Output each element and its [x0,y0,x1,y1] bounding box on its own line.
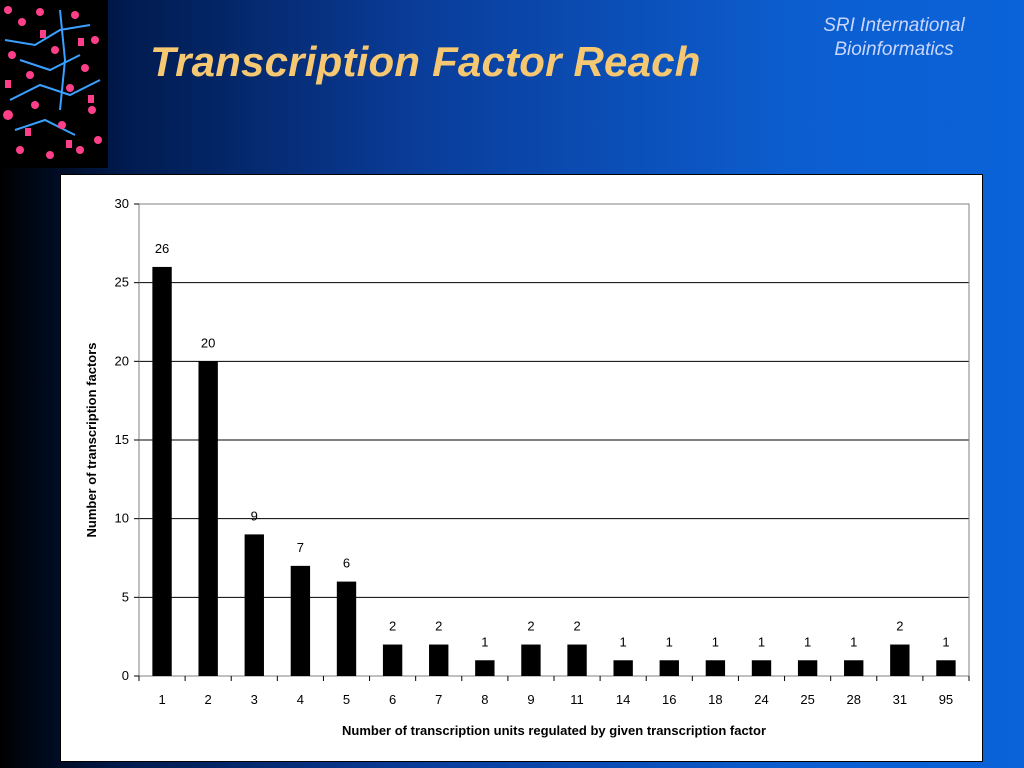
bar [797,660,818,676]
bar [521,644,541,676]
bar [475,660,495,676]
y-tick-label: 25 [115,275,129,290]
bar-value-label: 2 [573,619,580,634]
bar [844,660,864,676]
bar-value-label: 1 [481,634,488,649]
bar-value-label: 1 [620,634,627,649]
pathway-diagram-logo [0,0,108,168]
y-tick-label: 5 [122,589,129,604]
bar-value-label: 1 [666,634,673,649]
organization-division: Bioinformatics [834,39,954,60]
bar-value-label: 7 [297,540,304,555]
bar [936,660,956,676]
slide-title: Transcription Factor Reach [150,38,701,85]
y-tick-label: 10 [115,511,129,526]
bar-value-label: 1 [758,634,765,649]
y-tick-label: 30 [115,196,129,211]
pathway-diagram-icon [3,6,102,159]
bar-value-label: 1 [804,634,811,649]
x-tick-label: 95 [939,692,953,707]
x-tick-label: 18 [708,692,722,707]
bar [198,361,218,676]
x-tick-label: 4 [297,692,304,707]
bar-value-label: 2 [389,619,396,634]
bar [152,266,172,676]
x-tick-label: 2 [205,692,212,707]
bar [382,644,403,676]
bar [890,644,910,676]
bar-value-label: 2 [896,619,903,634]
bar-value-label: 9 [251,508,258,523]
y-axis-ticks: 0 5 10 15 20 25 30 [115,196,139,683]
bar [613,660,633,676]
bar-value-label: 20 [201,335,215,350]
x-tick-label: 25 [800,692,814,707]
bar-value-label: 1 [850,634,857,649]
bar [705,660,726,676]
bar-value-label: 2 [527,619,534,634]
x-tick-label: 9 [527,692,534,707]
x-tick-label: 5 [343,692,350,707]
organization-credit: SRI International Bioinformatics [794,14,994,62]
bar-value-label: 2 [435,619,442,634]
bar [336,581,357,676]
y-tick-label: 0 [122,668,129,683]
bar-value-label: 6 [343,556,350,571]
x-tick-label: 14 [616,692,630,707]
bar [567,644,587,676]
x-tick-label: 8 [481,692,488,707]
y-axis-title: Number of transcription factors [84,342,99,537]
bar-value-label: 1 [942,634,949,649]
bar [244,534,264,676]
x-axis-ticks: 1 2 3 4 5 6 7 8 9 11 14 16 18 24 25 28 31 95 [138,676,970,707]
x-tick-label: 31 [893,692,907,707]
x-axis-title: Number of transcription units regulated … [342,723,766,738]
y-tick-label: 15 [115,432,129,447]
bar-value-label: 26 [155,241,169,256]
bar [659,660,679,676]
x-tick-label: 1 [158,692,165,707]
x-tick-label: 3 [251,692,258,707]
x-tick-label: 24 [754,692,768,707]
x-tick-label: 7 [435,692,442,707]
bar-value-label: 1 [712,634,719,649]
x-tick-label: 6 [389,692,396,707]
x-tick-label: 28 [846,692,860,707]
bar [290,565,311,676]
bar [751,660,772,676]
bars: 26 20 9 7 6 2 2 1 2 2 1 1 1 1 1 1 2 1 [152,241,956,676]
y-tick-label: 20 [115,353,129,368]
x-tick-label: 16 [662,692,676,707]
x-tick-label: 11 [570,692,584,707]
bar [429,644,449,676]
organization-name: SRI International [823,15,965,36]
